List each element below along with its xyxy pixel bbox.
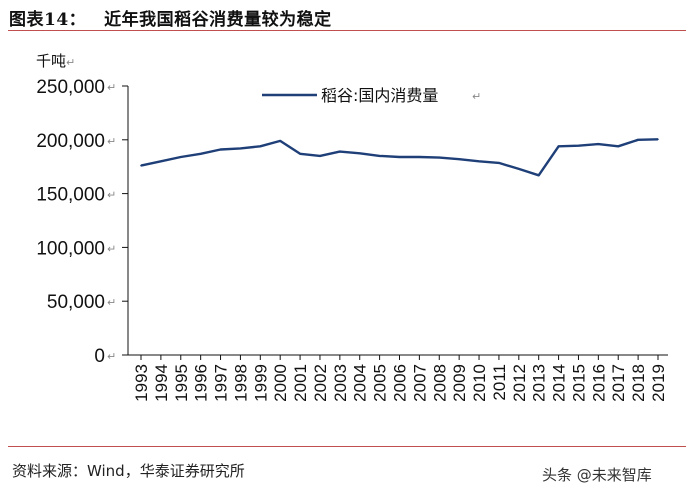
data-point bbox=[179, 156, 182, 158]
top-divider bbox=[8, 30, 686, 31]
x-tick-label: 2009 bbox=[450, 364, 469, 402]
y-tick-label: 250,000 bbox=[36, 77, 105, 98]
y-tick-label: 0 bbox=[94, 346, 105, 367]
data-point bbox=[537, 174, 540, 177]
series-layer bbox=[140, 138, 659, 177]
x-tick-label: 2006 bbox=[391, 364, 410, 402]
x-tick-label: 2012 bbox=[510, 364, 529, 402]
x-tick-label: 1996 bbox=[192, 364, 211, 402]
x-tick-label: 1997 bbox=[212, 364, 231, 402]
data-point bbox=[140, 164, 142, 167]
data-point bbox=[319, 155, 321, 157]
paragraph-mark: ↵ bbox=[472, 90, 481, 103]
figure-label: 图表14： bbox=[9, 10, 87, 30]
data-point bbox=[597, 143, 600, 145]
x-tick-label: 1998 bbox=[231, 364, 250, 402]
y-tick-label: 200,000 bbox=[36, 131, 105, 152]
paragraph-mark: ↵ bbox=[107, 296, 116, 309]
y-tick-label: 50,000 bbox=[47, 292, 105, 313]
x-tick-label: 2017 bbox=[609, 364, 628, 402]
x-tick-label: 2018 bbox=[629, 364, 648, 402]
data-point bbox=[498, 162, 500, 164]
data-point bbox=[478, 160, 480, 163]
x-tick-label: 2016 bbox=[589, 364, 608, 402]
x-tick-label: 2010 bbox=[470, 364, 489, 402]
source-note: 资料来源：Wind，华泰证券研究所 bbox=[12, 462, 245, 480]
x-tick-label: 2015 bbox=[569, 364, 588, 402]
x-tick-label: 2013 bbox=[530, 364, 549, 402]
x-tick-label: 1995 bbox=[172, 364, 191, 402]
data-point bbox=[458, 158, 460, 160]
data-point bbox=[557, 145, 560, 148]
paragraph-mark: ↵ bbox=[107, 189, 116, 202]
x-tick-label: 1993 bbox=[132, 364, 151, 402]
x-tick-label: 2014 bbox=[550, 364, 569, 402]
x-tick-label: 2007 bbox=[410, 364, 429, 402]
data-point bbox=[219, 148, 222, 151]
x-tick-label: 2000 bbox=[271, 364, 290, 402]
paragraph-mark: ↵ bbox=[107, 350, 116, 363]
figure-title-row: 图表14： 近年我国稻谷消费量较为稳定 bbox=[9, 5, 332, 30]
data-point bbox=[279, 140, 281, 142]
data-point bbox=[418, 156, 421, 158]
paragraph-mark: ↵ bbox=[107, 242, 116, 255]
legend-label: 稻谷:国内消费量 bbox=[321, 86, 438, 105]
data-point bbox=[657, 138, 659, 141]
x-tick-label: 2002 bbox=[311, 364, 330, 402]
y-tick-label: 100,000 bbox=[36, 238, 105, 259]
data-point bbox=[378, 155, 381, 157]
x-tick-label: 2004 bbox=[351, 364, 370, 402]
data-point bbox=[299, 152, 301, 155]
x-tick-label: 2003 bbox=[331, 364, 350, 402]
data-point bbox=[398, 156, 401, 158]
paragraph-mark: ↵ bbox=[107, 135, 116, 148]
x-tick-label: 1994 bbox=[152, 364, 171, 402]
figure-title: 近年我国稻谷消费量较为稳定 bbox=[104, 10, 332, 30]
x-tick-label: 2001 bbox=[291, 364, 310, 402]
x-axis: 1993 1994 1995 1996 1997 1998 1999 2000 2001 2002… bbox=[128, 354, 668, 402]
data-point bbox=[199, 152, 202, 155]
x-tick-label: 2008 bbox=[430, 364, 449, 402]
data-point bbox=[239, 147, 242, 150]
data-point bbox=[259, 145, 262, 148]
y-axis-unit-label: 千吨↵ bbox=[36, 52, 76, 70]
watermark: 头条 @未来智库 bbox=[542, 466, 652, 484]
data-point bbox=[160, 160, 162, 163]
x-tick-label: 1999 bbox=[251, 364, 270, 402]
data-point bbox=[617, 145, 620, 148]
bottom-divider bbox=[8, 446, 686, 447]
x-tick-label: 2019 bbox=[649, 364, 668, 402]
data-point bbox=[339, 150, 341, 153]
paragraph-mark: ↵ bbox=[107, 81, 116, 94]
data-point bbox=[358, 152, 361, 155]
y-tick-label: 150,000 bbox=[36, 185, 105, 206]
data-point bbox=[577, 144, 580, 147]
x-tick-label: 2011 bbox=[490, 364, 509, 401]
legend: 稻谷:国内消费量 ↵ bbox=[262, 86, 481, 105]
data-point bbox=[518, 168, 520, 170]
data-point bbox=[438, 156, 441, 159]
data-point bbox=[637, 139, 639, 141]
x-tick-label: 2005 bbox=[371, 364, 390, 402]
y-axis: 0 ↵50,000 ↵100,000 ↵150,000 ↵200,000 ↵250,000… bbox=[36, 77, 129, 367]
